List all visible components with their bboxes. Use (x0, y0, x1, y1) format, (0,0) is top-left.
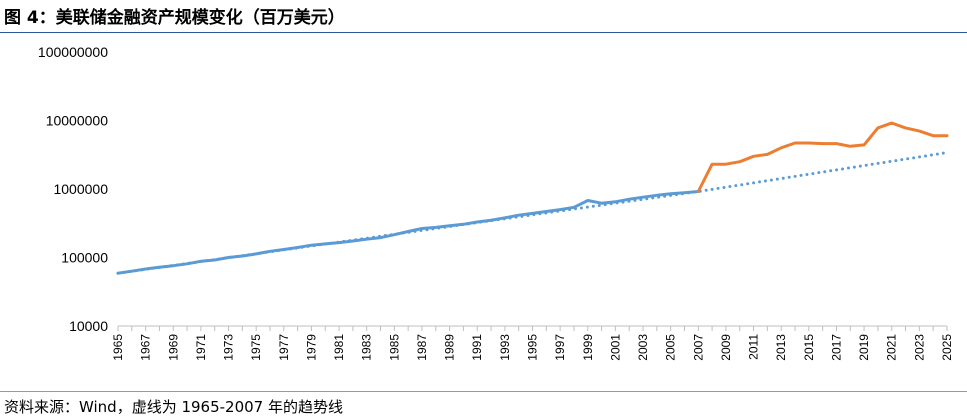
chart-title: 图 4：美联储金融资产规模变化（百万美元） (4, 8, 345, 28)
x-tick-label: 2005 (664, 334, 678, 361)
x-tick-label: 1971 (194, 334, 208, 361)
x-tick-label: 1973 (222, 334, 236, 361)
x-tick-label: 1999 (581, 334, 595, 361)
x-tick-label: 1983 (360, 334, 374, 361)
x-tick-label: 1975 (249, 334, 263, 361)
x-tick-label: 2013 (774, 334, 788, 361)
series-line-post-2007 (696, 121, 949, 193)
source-note: 资料来源：Wind，虚线为 1965-2007 年的趋势线 (4, 398, 343, 416)
x-tick-label: 2025 (940, 334, 954, 361)
x-tick-label: 1987 (415, 334, 429, 361)
x-tick-label: 1967 (139, 334, 153, 361)
y-axis-ticks: 10000 100000 1000000 10000000 100000000 (38, 44, 108, 334)
x-tick-label: 1997 (553, 334, 567, 361)
x-tick-label: 1991 (470, 334, 484, 361)
x-tick-label: 1969 (166, 334, 180, 361)
x-tick-label: 1993 (498, 334, 512, 361)
x-tick-label: 2001 (608, 334, 622, 361)
x-tick-label: 2021 (885, 334, 899, 361)
x-tick-label: 2007 (691, 334, 705, 361)
x-tick-label: 1989 (443, 334, 457, 361)
x-tick-label: 1995 (526, 334, 540, 361)
y-tick-label: 10000 (69, 318, 108, 334)
x-tick-label: 2015 (802, 334, 816, 361)
y-tick-label: 100000000 (38, 44, 108, 60)
chart-series (116, 121, 949, 275)
x-tick-label: 1965 (111, 334, 125, 361)
x-tick-label: 2009 (719, 334, 733, 361)
x-tick-label: 1985 (387, 334, 401, 361)
y-tick-label: 100000 (61, 250, 108, 266)
x-axis-ticks: 1965 1967 1969 1971 1973 1975 1977 1979 1981 1983… (111, 326, 954, 361)
x-tick-label: 1979 (304, 334, 318, 361)
line-chart: 10000 100000 1000000 10000000 100000000 1965… (38, 44, 954, 361)
y-tick-label: 1000000 (53, 181, 108, 197)
x-tick-label: 2003 (636, 334, 650, 361)
x-tick-label: 1981 (332, 334, 346, 361)
title-divider (0, 32, 967, 33)
x-tick-label: 2019 (857, 334, 871, 361)
x-tick-label: 2017 (829, 334, 843, 361)
x-tick-label: 2011 (747, 334, 761, 360)
source-divider (0, 391, 967, 392)
x-tick-label: 1977 (277, 334, 291, 361)
x-tick-label: 2023 (912, 334, 926, 361)
series-line-1965-2007 (116, 190, 700, 275)
y-tick-label: 10000000 (46, 113, 109, 129)
